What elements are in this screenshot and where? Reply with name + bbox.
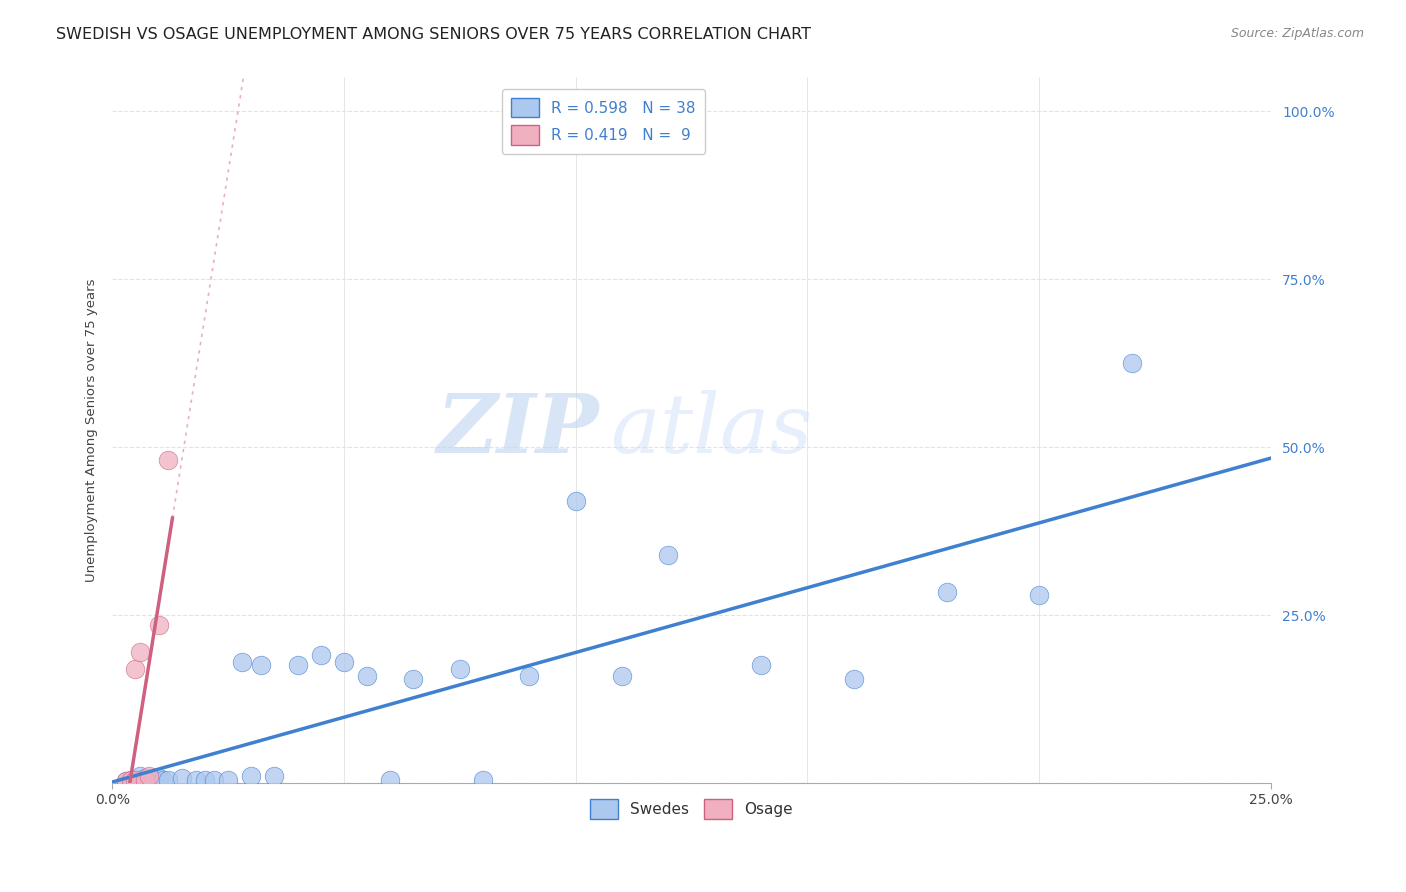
Text: ZIP: ZIP [436,390,599,470]
Legend: Swedes, Osage: Swedes, Osage [585,793,799,825]
Point [657,548,679,562]
Point [202,772,225,787]
Point [217,772,239,787]
Point [115,774,138,789]
Point [148,618,170,632]
Point [449,662,471,676]
Text: SWEDISH VS OSAGE UNEMPLOYMENT AMONG SENIORS OVER 75 YEARS CORRELATION CHART: SWEDISH VS OSAGE UNEMPLOYMENT AMONG SENI… [56,27,811,42]
Point [115,774,138,789]
Point [124,772,146,787]
Point [564,493,586,508]
Point [1028,588,1050,602]
Point [134,772,156,787]
Point [472,772,495,787]
Point [124,772,146,787]
Point [402,672,425,686]
Point [156,453,179,467]
Point [142,772,165,787]
Point [120,772,142,787]
Point [935,584,957,599]
Point [333,655,356,669]
Point [134,772,156,787]
Point [309,648,332,663]
Point [138,772,160,787]
Point [184,772,207,787]
Point [120,772,142,787]
Point [749,658,772,673]
Point [152,772,174,787]
Point [170,771,193,785]
Point [194,772,217,787]
Point [356,668,378,682]
Point [249,658,271,673]
Point [380,772,402,787]
Point [134,771,156,785]
Y-axis label: Unemployment Among Seniors over 75 years: Unemployment Among Seniors over 75 years [86,278,98,582]
Text: atlas: atlas [610,390,813,470]
Point [124,662,146,676]
Point [842,672,865,686]
Point [156,772,179,787]
Point [129,645,152,659]
Point [129,772,152,787]
Point [519,668,541,682]
Text: Source: ZipAtlas.com: Source: ZipAtlas.com [1230,27,1364,40]
Point [263,769,285,783]
Point [610,668,633,682]
Point [148,771,170,785]
Point [287,658,309,673]
Point [138,769,160,783]
Point [1121,356,1143,370]
Point [129,769,152,783]
Point [231,655,253,669]
Point [240,769,263,783]
